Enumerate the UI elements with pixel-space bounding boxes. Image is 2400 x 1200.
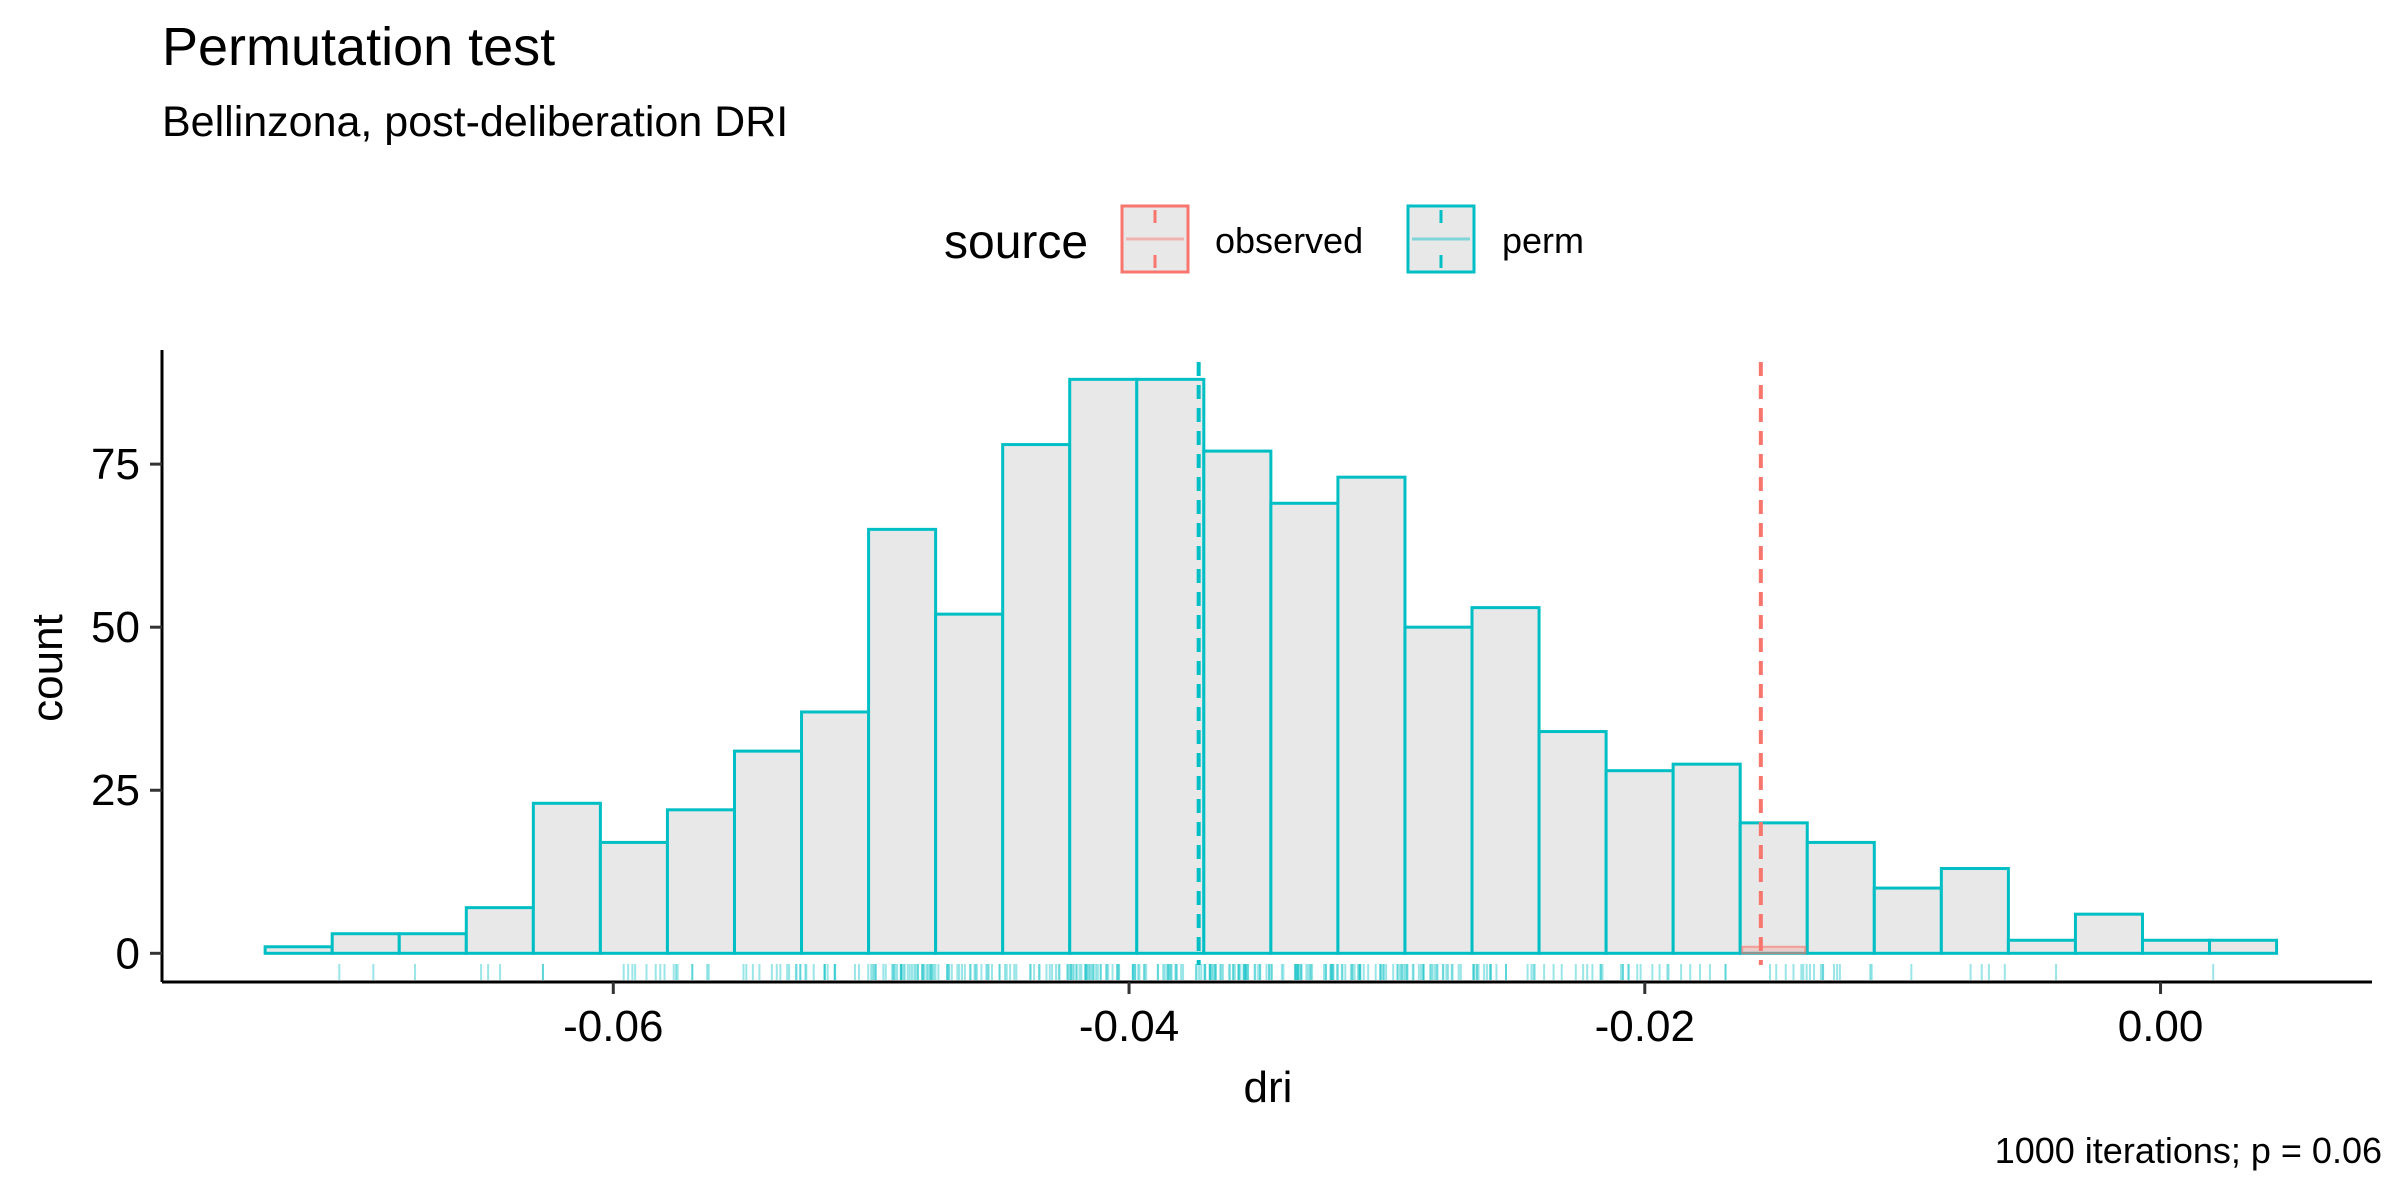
legend-label-perm: perm xyxy=(1502,220,1584,261)
histogram-bar xyxy=(934,612,1005,955)
legend-label-observed: observed xyxy=(1215,220,1363,261)
histogram-bar xyxy=(1738,821,1809,955)
histogram-bar xyxy=(1872,886,1943,955)
histogram-bar xyxy=(1403,625,1474,955)
histogram-bar xyxy=(263,945,334,955)
chart-title: Permutation test xyxy=(162,17,556,77)
histogram-bar xyxy=(1135,377,1206,955)
legend-key-perm xyxy=(1406,204,1476,274)
histogram-bar xyxy=(1336,475,1407,955)
y-axis-label: count xyxy=(23,614,72,722)
legend-key-observed xyxy=(1120,204,1190,274)
observed-bar xyxy=(1741,945,1807,955)
histogram-bar xyxy=(1068,377,1139,955)
histogram-bar xyxy=(1805,840,1876,955)
x-tick-label: 0.00 xyxy=(2118,1002,2204,1051)
histogram-bar xyxy=(2140,938,2212,955)
y-tick-label: 50 xyxy=(91,603,140,652)
histogram-bar xyxy=(800,710,871,955)
histogram-bar xyxy=(2006,938,2077,955)
x-axis-label: dri xyxy=(1244,1063,1293,1112)
y-tick-label: 25 xyxy=(91,766,140,815)
histogram-bar xyxy=(1671,762,1742,955)
histogram-bar xyxy=(464,906,535,955)
histogram-bar xyxy=(1537,730,1608,955)
histogram-bar xyxy=(598,840,669,955)
x-tick-label: -0.06 xyxy=(563,1002,663,1051)
histogram-bar xyxy=(1939,867,2010,955)
histogram-bar xyxy=(397,932,468,955)
histogram-bar xyxy=(665,808,736,955)
histogram-bar xyxy=(2208,938,2279,955)
histogram-bar xyxy=(1202,449,1273,955)
histogram-bar xyxy=(1604,769,1675,955)
histogram-bar xyxy=(531,801,602,955)
legend: source observed perm xyxy=(944,204,1584,274)
histogram-bar xyxy=(732,749,804,955)
histogram-bar xyxy=(1269,501,1340,955)
chart-caption: 1000 iterations; p = 0.06 xyxy=(1994,1130,2382,1171)
chart-subtitle: Bellinzona, post-deliberation DRI xyxy=(162,98,789,146)
x-tick-label: -0.02 xyxy=(1595,1002,1695,1051)
histogram-bar xyxy=(867,527,938,955)
histogram-bar xyxy=(2073,912,2144,955)
y-tick-label: 0 xyxy=(116,929,140,978)
y-tick-label: 75 xyxy=(91,440,140,489)
plot-area: -0.06 -0.04 -0.02 0.00 0 25 50 75 xyxy=(91,350,2372,1051)
histogram-bar xyxy=(1001,443,1072,955)
x-tick-label: -0.04 xyxy=(1079,1002,1179,1051)
legend-title: source xyxy=(944,216,1088,269)
histogram-bar xyxy=(330,932,401,955)
histogram-bar xyxy=(1470,606,1541,955)
